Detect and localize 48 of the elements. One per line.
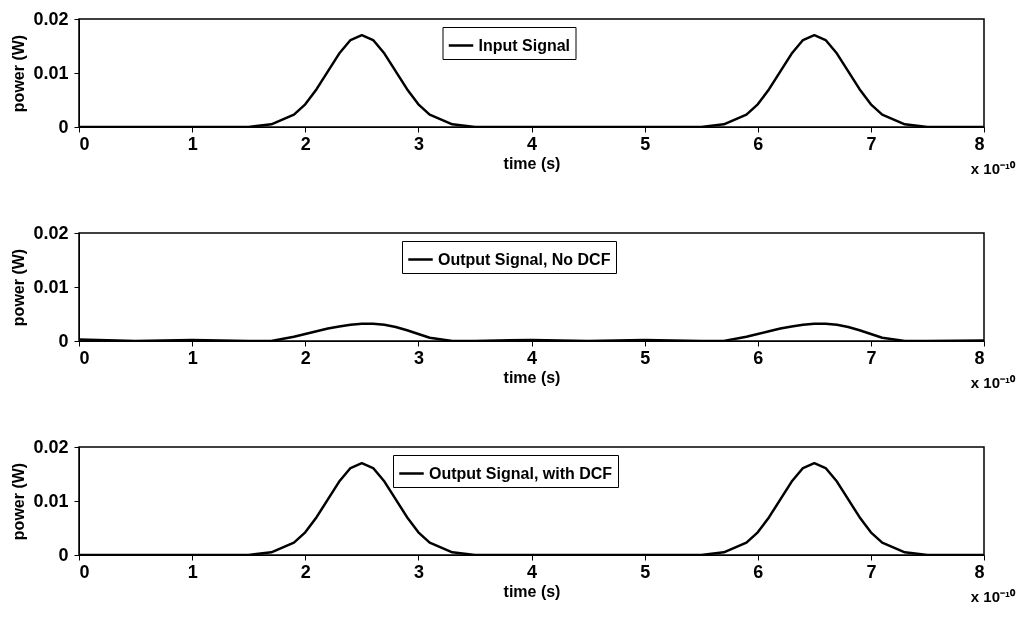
y-tick-label: 0.01 — [33, 62, 69, 83]
x-tick-label: 2 — [300, 347, 311, 368]
x-tick-label: 6 — [753, 133, 764, 154]
x-tick-label: 3 — [413, 347, 424, 368]
y-tick-label: 0.02 — [33, 436, 69, 457]
x-tick-label: 0 — [79, 133, 90, 154]
y-tick-label: 0 — [58, 116, 69, 137]
x-tick-label: 5 — [640, 133, 651, 154]
text: x 10⁻¹⁰ — [970, 587, 1015, 606]
x-tick-label: 0 — [79, 347, 90, 368]
y-tick-label: 0 — [58, 330, 69, 351]
x-axis-title: time (s) — [503, 154, 561, 172]
x-tick-label: 8 — [974, 133, 985, 154]
x-tick-label: 0 — [79, 561, 90, 582]
x-tick-label: 5 — [640, 347, 651, 368]
x-tick-label: 5 — [640, 561, 651, 582]
y-tick-label: 0.02 — [33, 8, 69, 29]
x-tick-label: 8 — [974, 561, 985, 582]
y-axis-title: power (W) — [10, 34, 28, 113]
x-tick-label: 8 — [974, 347, 985, 368]
text: x 10⁻¹⁰ — [970, 373, 1015, 392]
x-tick-label: 2 — [300, 561, 311, 582]
y-tick-label: 0.01 — [33, 276, 69, 297]
x-tick-label: 1 — [187, 561, 198, 582]
y-axis-title: power (W) — [10, 248, 28, 327]
x-axis-title: time (s) — [503, 368, 561, 386]
x-tick-label: 7 — [866, 133, 877, 154]
x-tick-label: 4 — [526, 133, 538, 154]
y-tick-label: 0.02 — [33, 222, 69, 243]
x-axis-title: time (s) — [503, 582, 561, 600]
y-axis-title: power (W) — [10, 462, 28, 541]
x-tick-label: 4 — [526, 561, 538, 582]
x-tick-label: 1 — [187, 133, 198, 154]
legend-label: Input Signal — [478, 36, 571, 54]
legend-label: Output Signal, with DCF — [429, 464, 613, 482]
x-tick-label: 3 — [413, 133, 424, 154]
x-tick-label: 6 — [753, 561, 764, 582]
x-tick-label: 6 — [753, 347, 764, 368]
x-tick-label: 7 — [866, 561, 877, 582]
y-tick-label: 0.01 — [33, 490, 69, 511]
y-tick-label: 0 — [58, 544, 69, 565]
x-tick-label: 1 — [187, 347, 198, 368]
x-tick-label: 2 — [300, 133, 311, 154]
legend-label: Output Signal, No DCF — [438, 250, 611, 268]
x-tick-label: 7 — [866, 347, 877, 368]
x-tick-label: 3 — [413, 561, 424, 582]
x-tick-label: 4 — [526, 347, 538, 368]
text: x 10⁻¹⁰ — [970, 159, 1015, 178]
